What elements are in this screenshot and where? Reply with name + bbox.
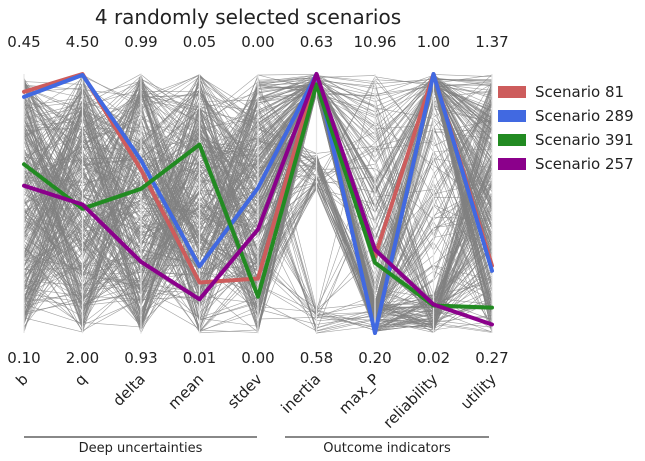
scenario-line-scenario-289: [22, 72, 494, 335]
axis-max-label-mean: 0.05: [183, 33, 216, 51]
axis-min-label-q: 2.00: [66, 349, 99, 367]
legend-label: Scenario 289: [535, 107, 634, 125]
axis-name-reliability: reliability: [380, 370, 442, 432]
axis-min-label-stdev: 0.00: [241, 349, 274, 367]
axis-tick-labels: 0.45 0.10 4.50 2.00 0.99 0.93 0.05 0.01 0.00 0.00…: [7, 33, 508, 367]
axis-max-label-reliability: 1.00: [417, 33, 450, 51]
axis-min-label-utility: 0.27: [475, 349, 508, 367]
legend-swatch: [498, 158, 526, 170]
legend: Scenario 81 Scenario 289 Scenario 391 Scena…: [498, 83, 634, 173]
axis-group-labels: Deep uncertainties Outcome indicators: [24, 436, 489, 456]
axis-name-mean: mean: [165, 370, 208, 413]
chart-title: 4 randomly selected scenarios: [95, 5, 401, 29]
axis-min-label-inertia: 0.58: [300, 349, 333, 367]
legend-label: Scenario 257: [535, 155, 634, 173]
axis-max-label-b: 0.45: [7, 33, 40, 51]
axis-lines: [23, 74, 493, 333]
axis-max-label-utility: 1.37: [475, 33, 508, 51]
legend-swatch: [498, 86, 526, 98]
axis-min-label-reliability: 0.02: [417, 349, 450, 367]
axis-min-label-mean: 0.01: [183, 349, 216, 367]
highlighted-scenario-lines: [22, 72, 494, 335]
axis-name-q: q: [71, 370, 90, 389]
axis-max-label-max_P: 10.96: [354, 33, 397, 51]
group-label: Outcome indicators: [323, 441, 451, 456]
scenario-line-scenario-257: [22, 72, 494, 327]
axis-name-inertia: inertia: [277, 370, 324, 417]
axis-min-label-max_P: 0.20: [358, 349, 391, 367]
legend-swatch: [498, 110, 526, 122]
scenario-line-scenario-391: [22, 82, 494, 310]
axis-max-label-q: 4.50: [66, 33, 99, 51]
group-label: Deep uncertainties: [79, 441, 203, 456]
axis-name-utility: utility: [457, 370, 500, 413]
legend-label: Scenario 81: [535, 83, 624, 101]
axis-name-stdev: stdev: [224, 370, 266, 412]
axis-max-label-delta: 0.99: [124, 33, 157, 51]
legend-label: Scenario 391: [535, 131, 634, 149]
axis-name-b: b: [12, 370, 31, 389]
legend-swatch: [498, 134, 526, 146]
axis-name-max_P: max_P: [335, 370, 383, 418]
axis-min-label-b: 0.10: [7, 349, 40, 367]
axis-min-label-delta: 0.93: [124, 349, 157, 367]
axis-max-label-stdev: 0.00: [241, 33, 274, 51]
axis-name-delta: delta: [109, 370, 149, 410]
axis-max-label-inertia: 0.63: [300, 33, 333, 51]
